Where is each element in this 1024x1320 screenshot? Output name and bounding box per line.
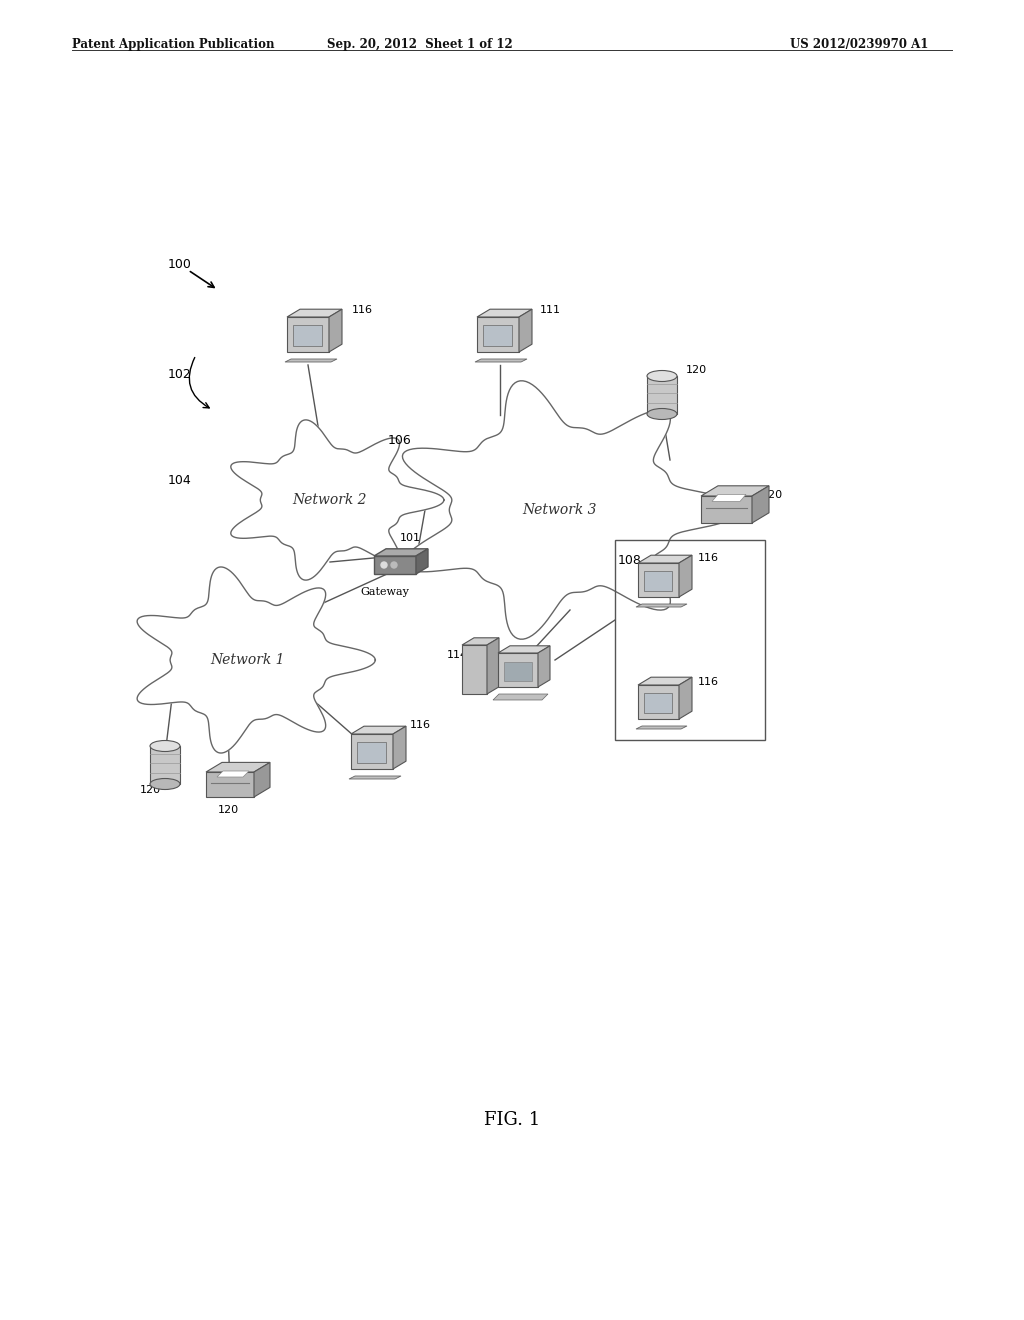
- Polygon shape: [679, 556, 692, 597]
- Ellipse shape: [647, 408, 677, 420]
- Polygon shape: [638, 685, 679, 719]
- Text: 102: 102: [168, 368, 191, 381]
- Polygon shape: [712, 495, 746, 502]
- Circle shape: [381, 562, 387, 568]
- Text: 104: 104: [168, 474, 191, 487]
- Text: 114: 114: [446, 649, 468, 660]
- Polygon shape: [498, 653, 538, 686]
- Text: 120: 120: [140, 785, 161, 795]
- Text: Gateway: Gateway: [360, 587, 410, 597]
- Polygon shape: [701, 496, 752, 523]
- Text: FIG. 1: FIG. 1: [484, 1111, 540, 1129]
- FancyBboxPatch shape: [504, 663, 532, 681]
- Polygon shape: [498, 645, 550, 653]
- Text: 120: 120: [218, 805, 240, 814]
- Polygon shape: [254, 763, 270, 797]
- Text: 120: 120: [686, 366, 708, 375]
- Polygon shape: [477, 317, 519, 352]
- FancyBboxPatch shape: [644, 572, 672, 591]
- Polygon shape: [206, 772, 254, 797]
- Polygon shape: [462, 638, 499, 645]
- Polygon shape: [217, 771, 249, 777]
- Circle shape: [391, 562, 397, 568]
- Polygon shape: [351, 726, 406, 734]
- Text: 116: 116: [410, 719, 431, 730]
- Polygon shape: [752, 486, 769, 523]
- Text: 116: 116: [698, 553, 719, 564]
- Text: US 2012/0239970 A1: US 2012/0239970 A1: [790, 38, 929, 51]
- Polygon shape: [349, 776, 401, 779]
- Text: 108: 108: [618, 553, 642, 566]
- FancyBboxPatch shape: [644, 693, 672, 713]
- Ellipse shape: [150, 779, 180, 789]
- Polygon shape: [137, 568, 376, 752]
- Polygon shape: [287, 309, 342, 317]
- FancyBboxPatch shape: [150, 746, 180, 784]
- Polygon shape: [538, 645, 550, 686]
- Polygon shape: [477, 309, 532, 317]
- Text: 116: 116: [698, 677, 719, 686]
- Polygon shape: [638, 556, 692, 564]
- FancyBboxPatch shape: [483, 325, 512, 346]
- Text: 106: 106: [388, 433, 412, 446]
- Polygon shape: [636, 726, 687, 729]
- Polygon shape: [416, 549, 428, 574]
- Polygon shape: [329, 309, 342, 352]
- Text: 120: 120: [762, 490, 783, 500]
- Polygon shape: [475, 359, 527, 362]
- Text: 111: 111: [540, 305, 561, 315]
- Polygon shape: [206, 763, 270, 772]
- Polygon shape: [287, 317, 329, 352]
- Text: Network 2: Network 2: [293, 492, 368, 507]
- Polygon shape: [285, 359, 337, 362]
- Polygon shape: [701, 486, 769, 496]
- FancyBboxPatch shape: [293, 325, 322, 346]
- Text: 116: 116: [352, 305, 373, 315]
- Polygon shape: [374, 556, 416, 574]
- Polygon shape: [487, 638, 499, 694]
- Text: Patent Application Publication: Patent Application Publication: [72, 38, 274, 51]
- Polygon shape: [493, 694, 548, 700]
- Polygon shape: [519, 309, 532, 352]
- Polygon shape: [393, 726, 406, 770]
- Text: Network 3: Network 3: [522, 503, 597, 517]
- Polygon shape: [402, 381, 741, 639]
- Polygon shape: [679, 677, 692, 719]
- Polygon shape: [638, 564, 679, 597]
- Ellipse shape: [647, 371, 677, 381]
- Ellipse shape: [150, 741, 180, 751]
- Polygon shape: [230, 420, 443, 579]
- FancyBboxPatch shape: [357, 742, 386, 763]
- Text: Network 1: Network 1: [211, 653, 286, 667]
- Text: Sep. 20, 2012  Sheet 1 of 12: Sep. 20, 2012 Sheet 1 of 12: [327, 38, 513, 51]
- FancyBboxPatch shape: [647, 376, 677, 414]
- Polygon shape: [374, 549, 428, 556]
- Polygon shape: [636, 605, 687, 607]
- Polygon shape: [638, 677, 692, 685]
- Text: 100: 100: [168, 259, 191, 272]
- Text: 101: 101: [400, 533, 421, 543]
- Polygon shape: [351, 734, 393, 770]
- Polygon shape: [462, 645, 487, 694]
